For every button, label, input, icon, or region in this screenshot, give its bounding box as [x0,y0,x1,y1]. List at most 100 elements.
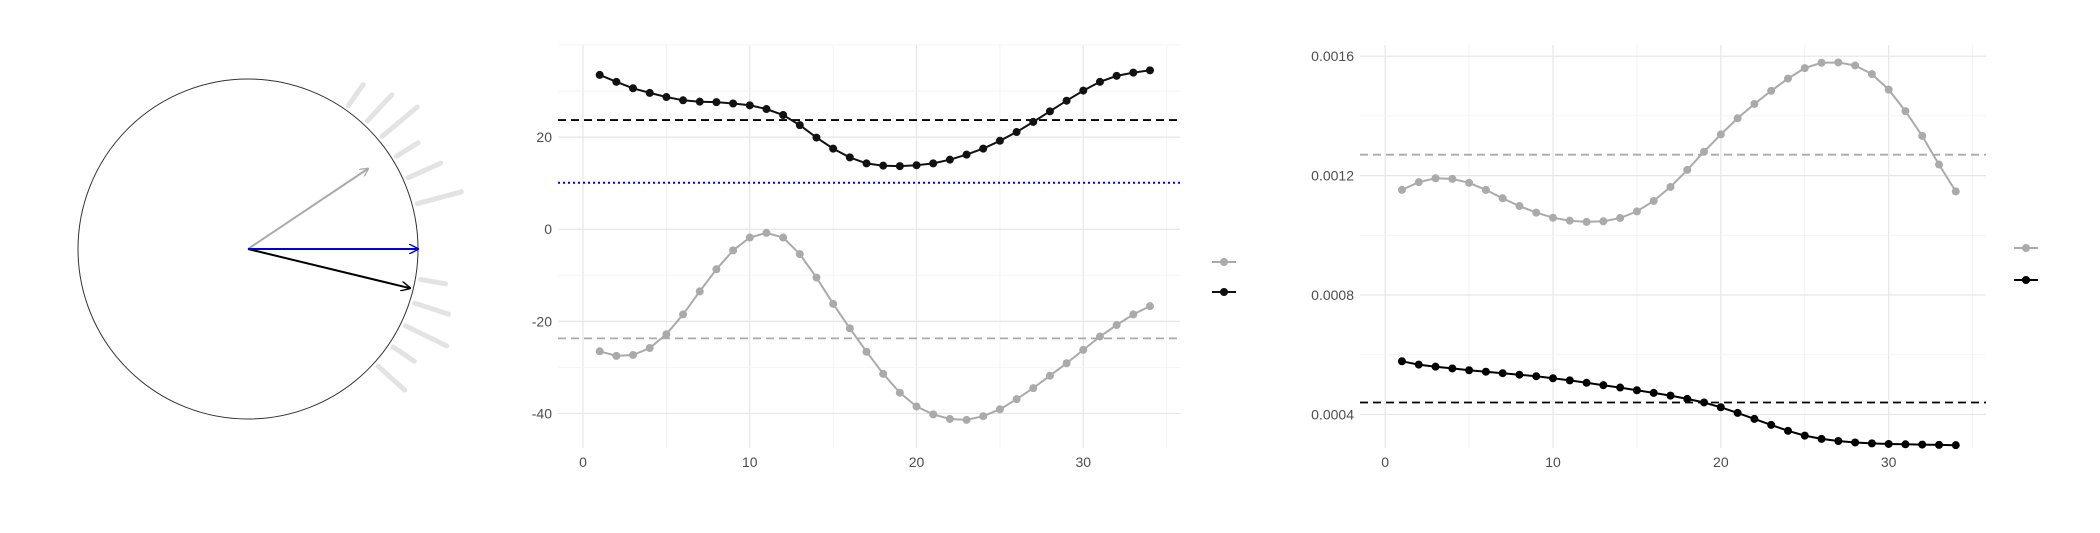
point-both [795,121,804,130]
rose-ray [412,300,451,317]
point-bg [795,250,804,259]
point-both [995,136,1004,145]
point-both [595,70,604,79]
point-bg [862,347,871,356]
point-both [1716,403,1725,412]
point-both [1045,107,1054,116]
direction-panel: 0 10 20 30 -40 -20 0 20 [532,44,1236,470]
point-both [1029,117,1038,126]
point-both [912,161,921,170]
y-tick-label: 0.0016 [1311,48,1354,64]
point-both [762,105,771,114]
point-both [1683,394,1692,403]
point-both [829,144,838,153]
point-bg [1029,384,1038,393]
point-bg [829,299,838,308]
point-bg [1884,85,1893,94]
point-both [1616,383,1625,392]
point-both [1632,386,1641,395]
point-both [1062,96,1071,105]
x-tick-label: 0 [1381,454,1389,470]
point-bg [979,412,988,421]
point-both [1817,434,1826,443]
magnitude-legend-bg-marker [2022,244,2030,252]
point-bg [1867,70,1876,79]
point-bg [695,287,704,296]
x-tick-label: 30 [1075,454,1091,470]
point-both [1783,426,1792,435]
point-bg [729,246,738,255]
y-tick-label: -40 [532,405,552,421]
point-both [1884,439,1893,448]
series-line-both [599,69,1151,168]
direction-legend [1212,258,1236,296]
rose-ray [417,276,449,287]
point-bg [1397,185,1406,194]
point-bg [1817,58,1826,67]
point-both [1649,388,1658,397]
direction-legend-both-marker [1220,288,1228,296]
rose-ray [414,189,464,207]
point-both [712,98,721,107]
point-both [1599,381,1608,390]
point-bg [1062,359,1071,368]
point-both [1431,362,1440,371]
point-bg [645,344,654,353]
point-both [929,159,938,168]
rose-ray [379,104,420,139]
point-bg [712,265,721,274]
point-bg [1700,147,1709,156]
rose-ray [390,344,417,364]
point-bg [1834,58,1843,67]
point-bg [1649,196,1658,205]
point-bg [1783,74,1792,83]
rose-ray [393,140,421,159]
point-bg [1767,86,1776,95]
point-both [1095,77,1104,86]
magnitude-panel: 0 10 20 30 0.0004 0.0008 0.0012 0.0016 [1311,45,2038,470]
point-bg [1465,178,1474,187]
point-bg [1901,107,1910,116]
y-tick-label: 20 [536,129,552,145]
point-both [1532,372,1541,381]
series-line-bg [1401,61,1957,223]
point-both [895,162,904,171]
rose-rays [345,82,464,393]
x-tick-label: 30 [1881,454,1897,470]
point-bg [1733,114,1742,123]
point-both [779,111,788,120]
point-both [695,97,704,106]
point-both [1767,420,1776,429]
point-both [812,133,821,142]
point-bg [595,347,604,356]
point-both [1851,438,1860,447]
point-both [1733,408,1742,417]
magnitude-grid [1360,45,1986,448]
point-bg [1716,130,1725,139]
point-bg [1095,332,1104,341]
point-both [879,161,888,170]
point-bg [1549,213,1558,222]
point-bg [1129,310,1138,319]
point-bg [945,414,954,423]
point-both [629,84,638,93]
point-bg [1951,187,1960,196]
point-both [1935,440,1944,449]
point-bg [1582,217,1591,226]
x-tick-label: 20 [1713,454,1729,470]
point-both [1867,439,1876,448]
point-both [979,144,988,153]
point-bg [1532,208,1541,217]
point-both [1549,374,1558,383]
y-tick-label: 0.0012 [1311,168,1354,184]
point-bg [812,273,821,282]
point-both [1414,360,1423,369]
point-both [1397,357,1406,366]
point-bg [779,233,788,242]
point-bg [1918,131,1927,140]
x-tick-label: 0 [579,454,587,470]
rose-ray [364,92,395,124]
direction-tick-labels: 0 10 20 30 -40 -20 0 20 [532,129,1092,470]
point-both [1465,366,1474,375]
point-bg [1431,174,1440,183]
